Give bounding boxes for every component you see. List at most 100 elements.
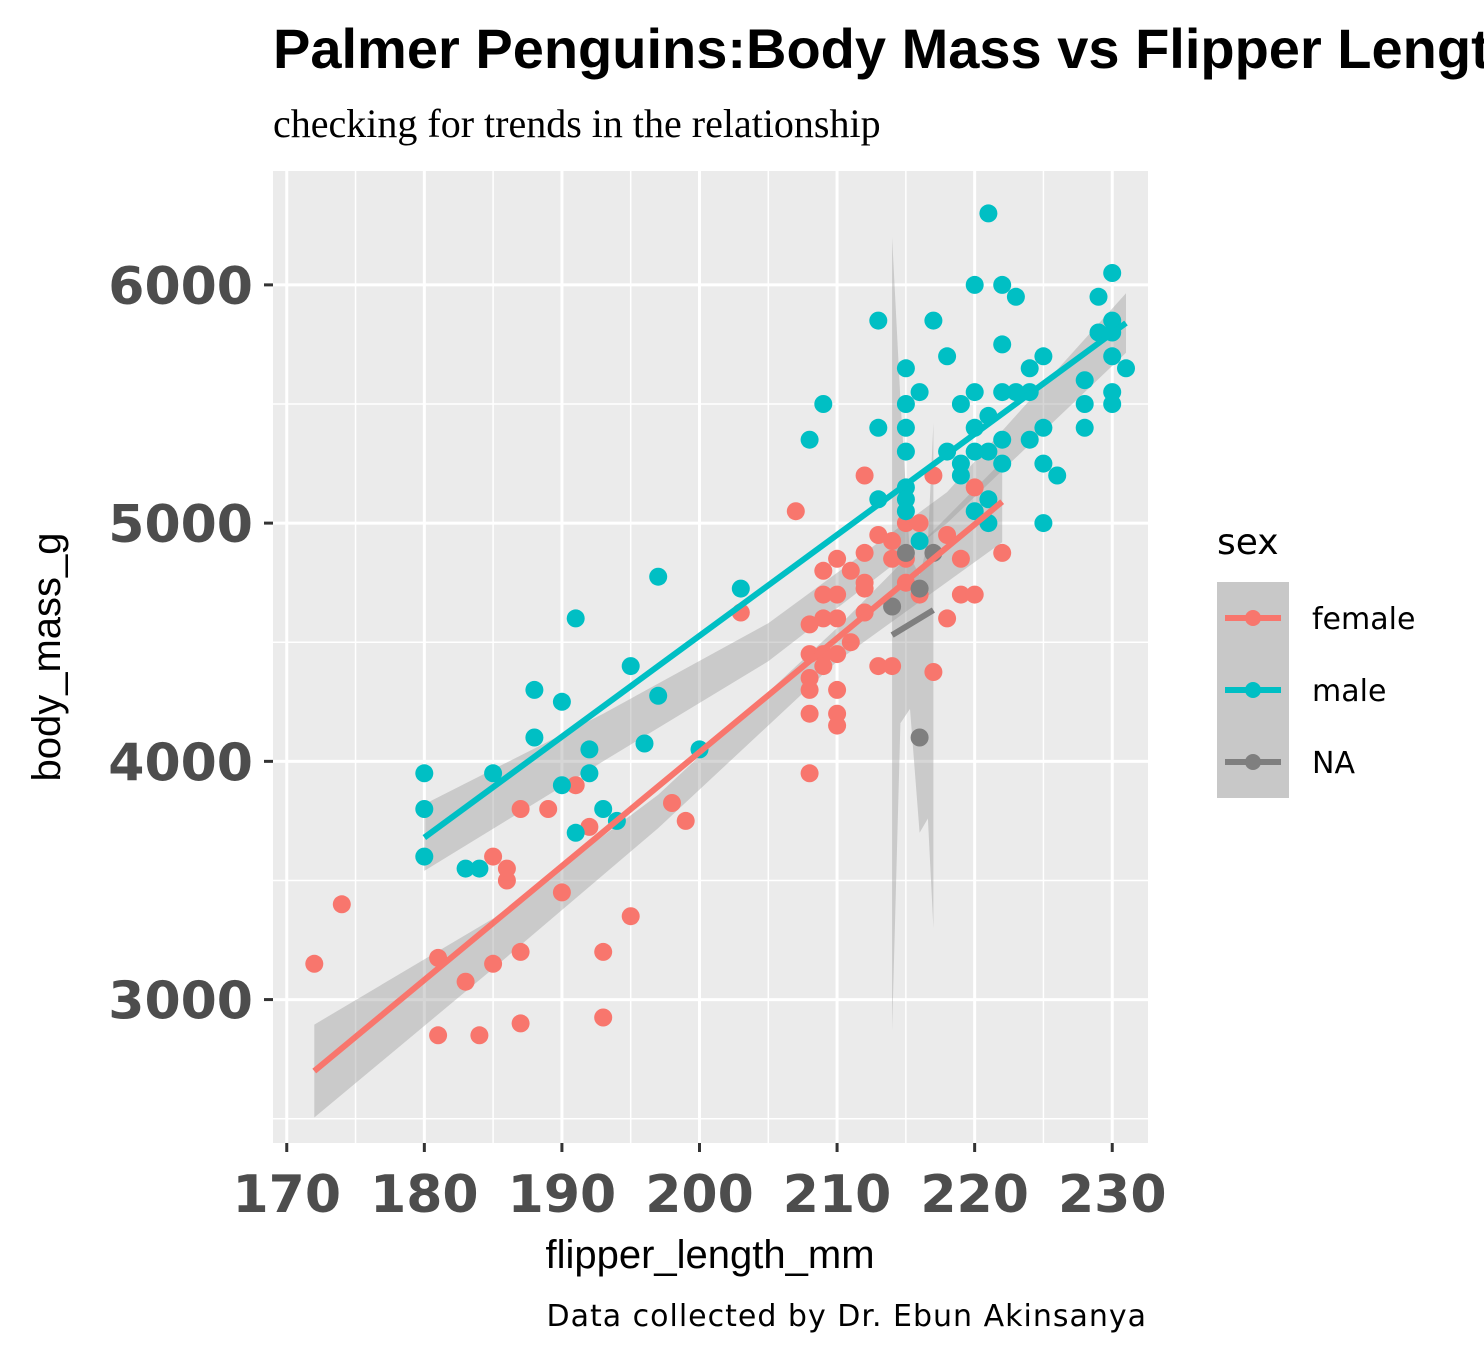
confidence-band-male [424,293,1126,871]
point-male [910,532,929,550]
point-male [525,680,544,699]
point-female [814,657,833,676]
legend-label-female: female [1312,602,1415,637]
point-male [896,502,915,521]
point-female [814,609,833,628]
chart-title: Palmer Penguins:Body Mass vs Flipper Len… [273,17,1484,80]
point-male [1089,287,1108,306]
point-female [965,478,984,497]
point-female [828,680,847,699]
point-male [635,734,654,753]
point-male [1006,287,1025,306]
point-male [1034,347,1053,366]
point-male [1103,347,1122,366]
point-na [883,597,902,616]
point-male [979,204,998,223]
point-male [456,859,475,878]
point-male [993,454,1012,473]
point-female [951,585,970,604]
point-male [1075,395,1094,413]
point-female [621,907,640,926]
point-female [814,585,833,604]
point-female [511,942,530,961]
point-male [1034,418,1053,437]
point-female [855,543,874,562]
point-female [855,579,874,598]
legend-label-male: male [1312,674,1386,709]
point-female [497,871,516,890]
point-female [841,633,860,652]
point-male [951,466,970,485]
point-male [965,275,984,294]
legend: sex female male NA [1217,522,1415,798]
y-axis: 3000 4000 5000 6000 [108,257,273,1032]
trend-line-female [312,499,1005,1074]
point-male [910,383,929,402]
point-female [663,794,681,812]
point-female [552,883,571,902]
point-female [924,663,943,681]
legend-label-na: NA [1312,746,1355,781]
point-male [896,418,915,437]
trend-lines [312,320,1128,1074]
point-female [869,526,888,544]
point-male [580,764,599,783]
point-male [649,567,668,586]
point-na [910,579,929,598]
x-tick-label: 210 [783,1165,892,1225]
point-female [566,776,585,795]
point-male [1034,514,1053,533]
point-female [594,942,613,961]
point-male [1075,371,1094,390]
point-male [951,395,970,413]
legend-key-point-na [1245,754,1261,770]
chart-caption: Data collected by Dr. Ebun Akinsanya [547,1299,1148,1334]
point-male [1103,264,1122,282]
y-tick-label: 3000 [108,972,253,1032]
point-female [786,502,805,521]
point-female [484,847,503,866]
point-male [566,823,585,842]
point-male [525,728,544,747]
point-male [993,430,1012,449]
x-tick-label: 230 [1058,1165,1167,1225]
point-female [511,800,530,818]
point-male [1117,359,1135,378]
y-axis-title: body_mass_g [25,532,69,781]
point-female [855,466,874,485]
point-male [552,692,571,711]
chart-subtitle: checking for trends in the relationship [273,101,881,146]
trend-line-na [890,607,935,638]
point-female [993,543,1012,562]
trend-line-male [422,320,1128,841]
point-male [552,776,571,795]
point-male [1020,359,1039,378]
point-male [1020,430,1039,449]
point-male [965,502,984,521]
point-female [539,800,558,818]
y-tick-label: 5000 [108,495,253,555]
point-male [1048,466,1067,485]
point-female [951,549,970,568]
point-female [800,704,819,723]
point-female [938,526,957,544]
point-male [731,579,750,598]
point-male [470,859,489,878]
x-tick-label: 220 [920,1165,1029,1225]
point-male [1103,395,1122,413]
point-female [800,615,819,634]
y-tick-label: 6000 [108,257,253,317]
point-female [938,609,957,628]
point-male [415,847,434,866]
point-male [965,442,984,461]
point-male [869,418,888,437]
point-female [456,972,475,991]
point-female [965,585,984,604]
point-female [828,549,847,568]
point-male [979,442,998,461]
point-male [993,383,1012,402]
x-axis: 170 180 190 200 210 220 230 [232,1143,1167,1225]
point-female [814,561,833,580]
point-female [511,1014,530,1033]
